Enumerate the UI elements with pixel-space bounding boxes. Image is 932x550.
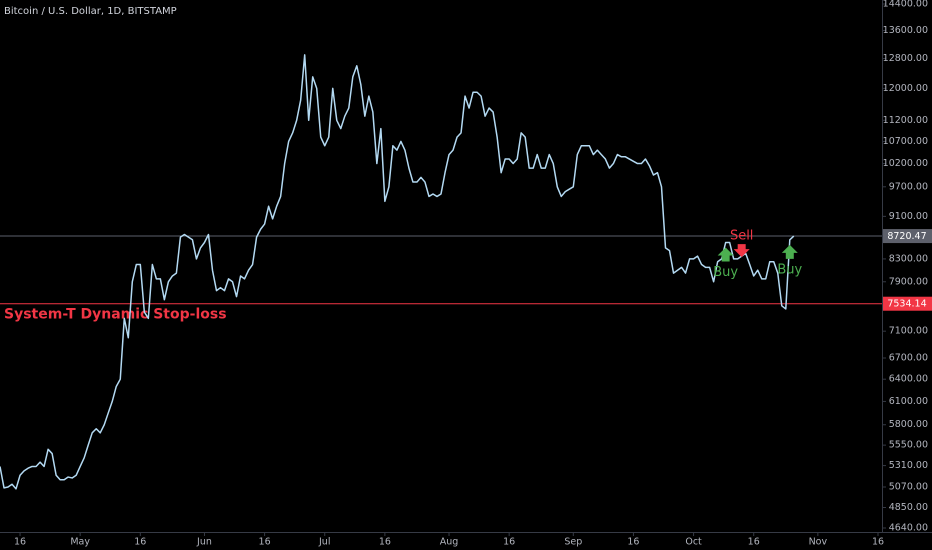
y-tick-label: 8300.00: [889, 253, 928, 264]
x-tick-label: Sep: [564, 537, 582, 548]
y-tick-label: 6100.00: [889, 396, 928, 407]
y-tick-label: 14400.00: [883, 0, 928, 9]
y-tick-label: 11200.00: [883, 115, 928, 126]
y-tick-label: 5310.00: [889, 460, 928, 471]
x-tick-label: Aug: [440, 537, 459, 548]
x-tick-label: Oct: [685, 537, 702, 548]
x-tick-label: Nov: [809, 537, 828, 548]
sell-arrow: [733, 244, 750, 258]
x-tick-label: 16: [14, 537, 26, 548]
y-tick-label: 12000.00: [883, 83, 928, 94]
y-tick-label: 4850.00: [889, 502, 928, 513]
y-tick-label: 7900.00: [889, 276, 928, 287]
price-label: 7534.14: [887, 299, 926, 310]
x-tick-label: Jun: [196, 537, 212, 548]
x-tick-label: 16: [379, 537, 391, 548]
y-tick-label: 9700.00: [889, 181, 928, 192]
y-tick-label: 7100.00: [889, 326, 928, 337]
y-tick-label: 6700.00: [889, 353, 928, 364]
x-tick-label: May: [70, 537, 90, 548]
y-tick-label: 10700.00: [883, 136, 928, 147]
buy-arrow: [781, 244, 798, 259]
y-tick-label: 5070.00: [889, 481, 928, 492]
chart-title: Bitcoin / U.S. Dollar, 1D, BITSTAMP: [4, 6, 177, 17]
signal-label: Buy: [777, 262, 802, 277]
buy-arrow: [717, 247, 734, 262]
y-tick-label: 4640.00: [889, 522, 928, 533]
x-tick-label: 16: [503, 537, 515, 548]
signal-label: Buy: [713, 265, 738, 280]
y-tick-label: 5800.00: [889, 419, 928, 430]
price-label: 8720.47: [887, 231, 926, 242]
price-line-series: [0, 54, 795, 490]
x-tick-label: 16: [259, 537, 271, 548]
price-label-box: [883, 296, 932, 311]
y-tick-label: 5550.00: [889, 440, 928, 451]
x-tick-label: 16: [748, 537, 760, 548]
y-tick-label: 10200.00: [883, 158, 928, 169]
signal-label: Sell: [730, 229, 753, 244]
y-tick-label: 6400.00: [889, 374, 928, 385]
x-tick-label: 16: [134, 537, 146, 548]
price-line-text: System-T Dynamic Stop-loss: [4, 307, 227, 323]
y-tick-label: 12800.00: [883, 53, 928, 64]
x-tick-label: 16: [872, 537, 884, 548]
x-tick-label: 16: [627, 537, 639, 548]
x-tick-label: Jul: [318, 537, 330, 548]
price-label-box: [883, 229, 932, 244]
y-tick-label: 13600.00: [883, 25, 928, 36]
y-tick-label: 9100.00: [889, 211, 928, 222]
